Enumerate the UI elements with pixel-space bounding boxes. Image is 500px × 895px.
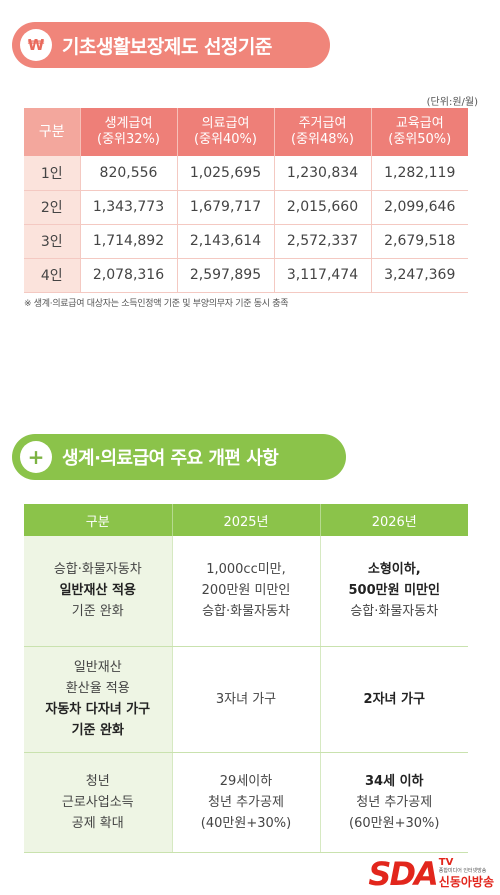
- cell-line: 근로사업소득: [61, 794, 134, 810]
- section1-title-pill: ₩ 기초생활보장제도 선정기준: [12, 22, 330, 68]
- table-header: 생계급여 (중위32%): [80, 108, 178, 156]
- table-cell-y2025: 3자녀 가구: [172, 646, 321, 753]
- table-row: 3인 1,714,892 2,143,614 2,572,337 2,679,518: [24, 224, 468, 259]
- cell-line: 500만원 미만인: [348, 583, 440, 599]
- table-header: 교육급여 (중위50%): [371, 108, 468, 156]
- table-cell: 1,714,892: [80, 224, 178, 259]
- table-header: 2025년: [172, 504, 321, 536]
- cell-line: 자동차 다자녀 가구: [45, 702, 151, 717]
- cell-line: 3자녀 가구: [215, 691, 277, 707]
- cell-line: (60만원+30%): [349, 815, 440, 831]
- section2-title: 생계·의료급여 주요 개편 사항: [62, 448, 279, 469]
- table-cell: 3,247,369: [371, 258, 468, 293]
- row-label: 2인: [24, 190, 81, 225]
- sda-tv-logo: SDA TV 종합미디어 인터넷방송 신동아방송: [368, 855, 494, 893]
- unit-label: (단위:원/월): [426, 97, 478, 108]
- table-row: 1인 820,556 1,025,695 1,230,834 1,282,119: [24, 156, 468, 191]
- table-cell: 1,025,695: [177, 156, 275, 191]
- table-cell: 2,099,646: [371, 190, 468, 225]
- table-cell: 820,556: [80, 156, 178, 191]
- table-cell: 3,117,474: [274, 258, 372, 293]
- section1-title: 기초생활보장제도 선정기준: [62, 35, 272, 58]
- reform-table: 구분 2025년 2026년 승합·화물자동차 일반재산 적용 기준 완화 1,000cc…: [24, 504, 468, 853]
- table-cell: 2,143,614: [177, 224, 275, 259]
- table-cell: 2,597,895: [177, 258, 275, 293]
- cell-line: 청년 추가공제: [356, 794, 433, 810]
- cell-line: 승합·화물자동차: [202, 604, 290, 620]
- cell-line: 2자녀 가구: [363, 691, 425, 707]
- table-cell: 1,230,834: [274, 156, 372, 191]
- cell-line: 200만원 미만인: [201, 583, 291, 599]
- won-sign-icon: ₩: [20, 29, 52, 61]
- cell-line: 청년 추가공제: [208, 794, 284, 810]
- plus-circle-icon: +: [20, 441, 52, 473]
- table-header: 주거급여 (중위48%): [274, 108, 372, 156]
- row-label: 4인: [24, 258, 81, 293]
- table-cell-y2026: 2자녀 가구: [320, 646, 468, 753]
- cell-line: (40만원+30%): [200, 815, 292, 831]
- cell-line: 34세 이하: [365, 773, 424, 789]
- cell-line: 청년: [85, 773, 110, 789]
- table-row: 4인 2,078,316 2,597,895 3,117,474 3,247,369: [24, 258, 468, 293]
- cell-line: 공제 확대: [71, 815, 124, 831]
- cell-line: 승합·화물자동차: [350, 604, 439, 620]
- footnote: ※ 생계·의료급여 대상자는 소득인정액 기준 및 부양의무자 기준 동시 충족: [24, 299, 289, 309]
- table-row: 2인 1,343,773 1,679,717 2,015,660 2,099,646: [24, 190, 468, 225]
- table-header: 2026년: [320, 504, 468, 536]
- cell-line: 환산율 적용: [65, 681, 130, 696]
- cell-line: 승합·화물자동차: [53, 562, 142, 578]
- cell-line: 1,000cc미만,: [206, 562, 286, 578]
- table-cell: 1,679,717: [177, 190, 275, 225]
- row-label: 1인: [24, 156, 81, 191]
- table-cell: 2,015,660: [274, 190, 372, 225]
- table-row: 승합·화물자동차 일반재산 적용 기준 완화 1,000cc미만, 200만원 미만인 승…: [24, 536, 468, 647]
- cell-line: 일반재산 적용: [59, 583, 136, 599]
- cell-line: 29세이하: [219, 773, 273, 789]
- cell-line: 기준 완화: [71, 723, 124, 738]
- section2-title-pill: + 생계·의료급여 주요 개편 사항: [12, 434, 346, 480]
- table-header: 구분: [24, 108, 81, 156]
- table-cell: 2,679,518: [371, 224, 468, 259]
- table-cell: 2,078,316: [80, 258, 178, 293]
- table-cell: 1,343,773: [80, 190, 178, 225]
- selection-criteria-table: 구분 생계급여 (중위32%) 의료급여 (중위40%) 주거급여 (중위48%) 교육급여(…: [24, 108, 468, 293]
- cell-line: 소형이하,: [367, 562, 421, 578]
- table-header: 의료급여 (중위40%): [177, 108, 275, 156]
- cell-line: 기준 완화: [71, 604, 124, 620]
- logo-tagline: 종합미디어 인터넷방송: [438, 868, 487, 874]
- logo-mark: SDA: [368, 855, 438, 893]
- cell-line: 일반재산: [73, 660, 122, 675]
- table-cell: 1,282,119: [371, 156, 468, 191]
- table-header: 구분: [24, 504, 173, 536]
- row-label: 3인: [24, 224, 81, 259]
- logo-name: 신동아방송: [438, 875, 494, 889]
- logo-tv: TV: [438, 857, 454, 868]
- table-cell: 2,572,337: [274, 224, 372, 259]
